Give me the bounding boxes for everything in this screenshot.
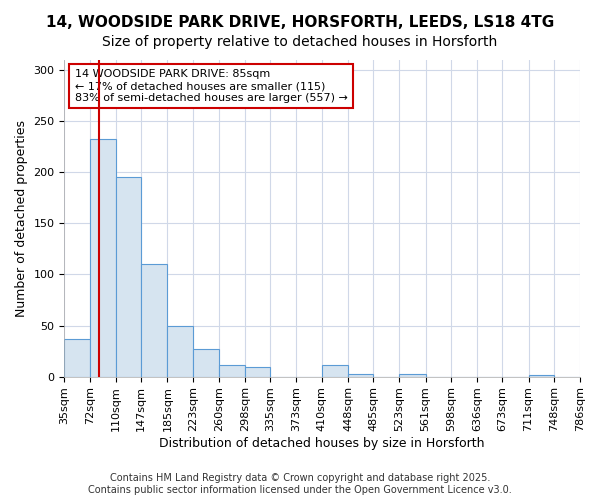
Text: Size of property relative to detached houses in Horsforth: Size of property relative to detached ho… <box>103 35 497 49</box>
X-axis label: Distribution of detached houses by size in Horsforth: Distribution of detached houses by size … <box>160 437 485 450</box>
Bar <box>400 374 425 376</box>
Bar <box>219 366 245 376</box>
Bar <box>167 326 193 376</box>
Text: 14 WOODSIDE PARK DRIVE: 85sqm
← 17% of detached houses are smaller (115)
83% of : 14 WOODSIDE PARK DRIVE: 85sqm ← 17% of d… <box>75 70 347 102</box>
Bar <box>348 374 373 376</box>
Bar <box>141 264 167 376</box>
Bar <box>529 374 554 376</box>
Text: Contains HM Land Registry data © Crown copyright and database right 2025.
Contai: Contains HM Land Registry data © Crown c… <box>88 474 512 495</box>
Bar <box>322 366 348 376</box>
Bar <box>245 368 271 376</box>
Y-axis label: Number of detached properties: Number of detached properties <box>15 120 28 317</box>
Bar <box>90 138 116 376</box>
Text: 14, WOODSIDE PARK DRIVE, HORSFORTH, LEEDS, LS18 4TG: 14, WOODSIDE PARK DRIVE, HORSFORTH, LEED… <box>46 15 554 30</box>
Bar <box>116 178 141 376</box>
Bar <box>193 349 219 376</box>
Bar <box>64 339 90 376</box>
